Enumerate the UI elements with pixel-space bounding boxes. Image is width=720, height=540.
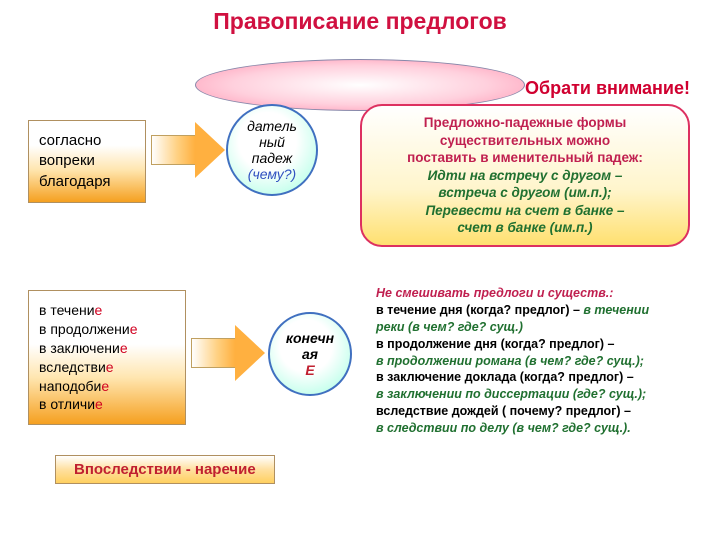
title-block: Правописание предлогов [195, 8, 525, 87]
page-title: Правописание предлогов [195, 8, 525, 35]
mix-line: в заключении по диссертации (где? сущ.); [376, 386, 706, 403]
circle2-letter: Е [305, 362, 314, 378]
info-ex: встреча с другом (им.п.); [374, 184, 676, 202]
box2-item: в течение [39, 301, 175, 320]
mix-box: Не смешивать предлоги и существ.: в тече… [376, 285, 706, 437]
box2-item: в продолжение [39, 320, 175, 339]
info-ex: Идти на встречу с другом – [374, 167, 676, 185]
box2-item: наподобие [39, 377, 175, 396]
mix-line: в следствии по делу (в чем? где? сущ.). [376, 420, 706, 437]
mix-hdr: Не смешивать предлоги и существ.: [376, 285, 706, 302]
footer-note: Впоследствии - наречие [55, 455, 275, 484]
dative-case-circle: датель ный падеж (чему?) [226, 104, 318, 196]
mix-line: реки (в чем? где? сущ.) [376, 319, 706, 336]
mix-line: вследствие дождей ( почему? предлог) – [376, 403, 706, 420]
mix-line: в продолжении романа (в чем? где? сущ.); [376, 353, 706, 370]
box1-line: благодаря [39, 172, 135, 192]
final-e-circle: конечн ая Е [268, 312, 352, 396]
prepositions-box-1: согласно вопреки благодаря [28, 120, 146, 203]
mix-line: в продолжение дня (когда? предлог) – [376, 336, 706, 353]
box2-item: вследствие [39, 358, 175, 377]
info-ex: Перевести на счет в банке – [374, 202, 676, 220]
circle2-l2: ая [302, 346, 318, 362]
info-hdr: существительных можно [374, 132, 676, 150]
circle1-question: (чему?) [248, 166, 296, 182]
info-box: Предложно-падежные формы существительных… [360, 104, 690, 247]
mix-line: в заключение доклада (когда? предлог) – [376, 369, 706, 386]
box1-line: вопреки [39, 151, 135, 171]
box2-item: в заключение [39, 339, 175, 358]
attention-label: Обрати внимание! [525, 78, 690, 99]
circle2-l1: конечн [286, 330, 334, 346]
info-ex: счет в банке (им.п.) [374, 219, 676, 237]
circle1-l3: падеж [252, 150, 293, 166]
box2-item: в отличие [39, 395, 175, 414]
info-hdr: поставить в именительный падеж: [374, 149, 676, 167]
mix-line: в течение дня (когда? предлог) – в течен… [376, 302, 706, 319]
box1-line: согласно [39, 131, 135, 151]
circle1-l2: ный [259, 134, 285, 150]
prepositions-box-2: в течение в продолжение в заключение всл… [28, 290, 186, 425]
info-hdr: Предложно-падежные формы [374, 114, 676, 132]
circle1-l1: датель [247, 118, 297, 134]
